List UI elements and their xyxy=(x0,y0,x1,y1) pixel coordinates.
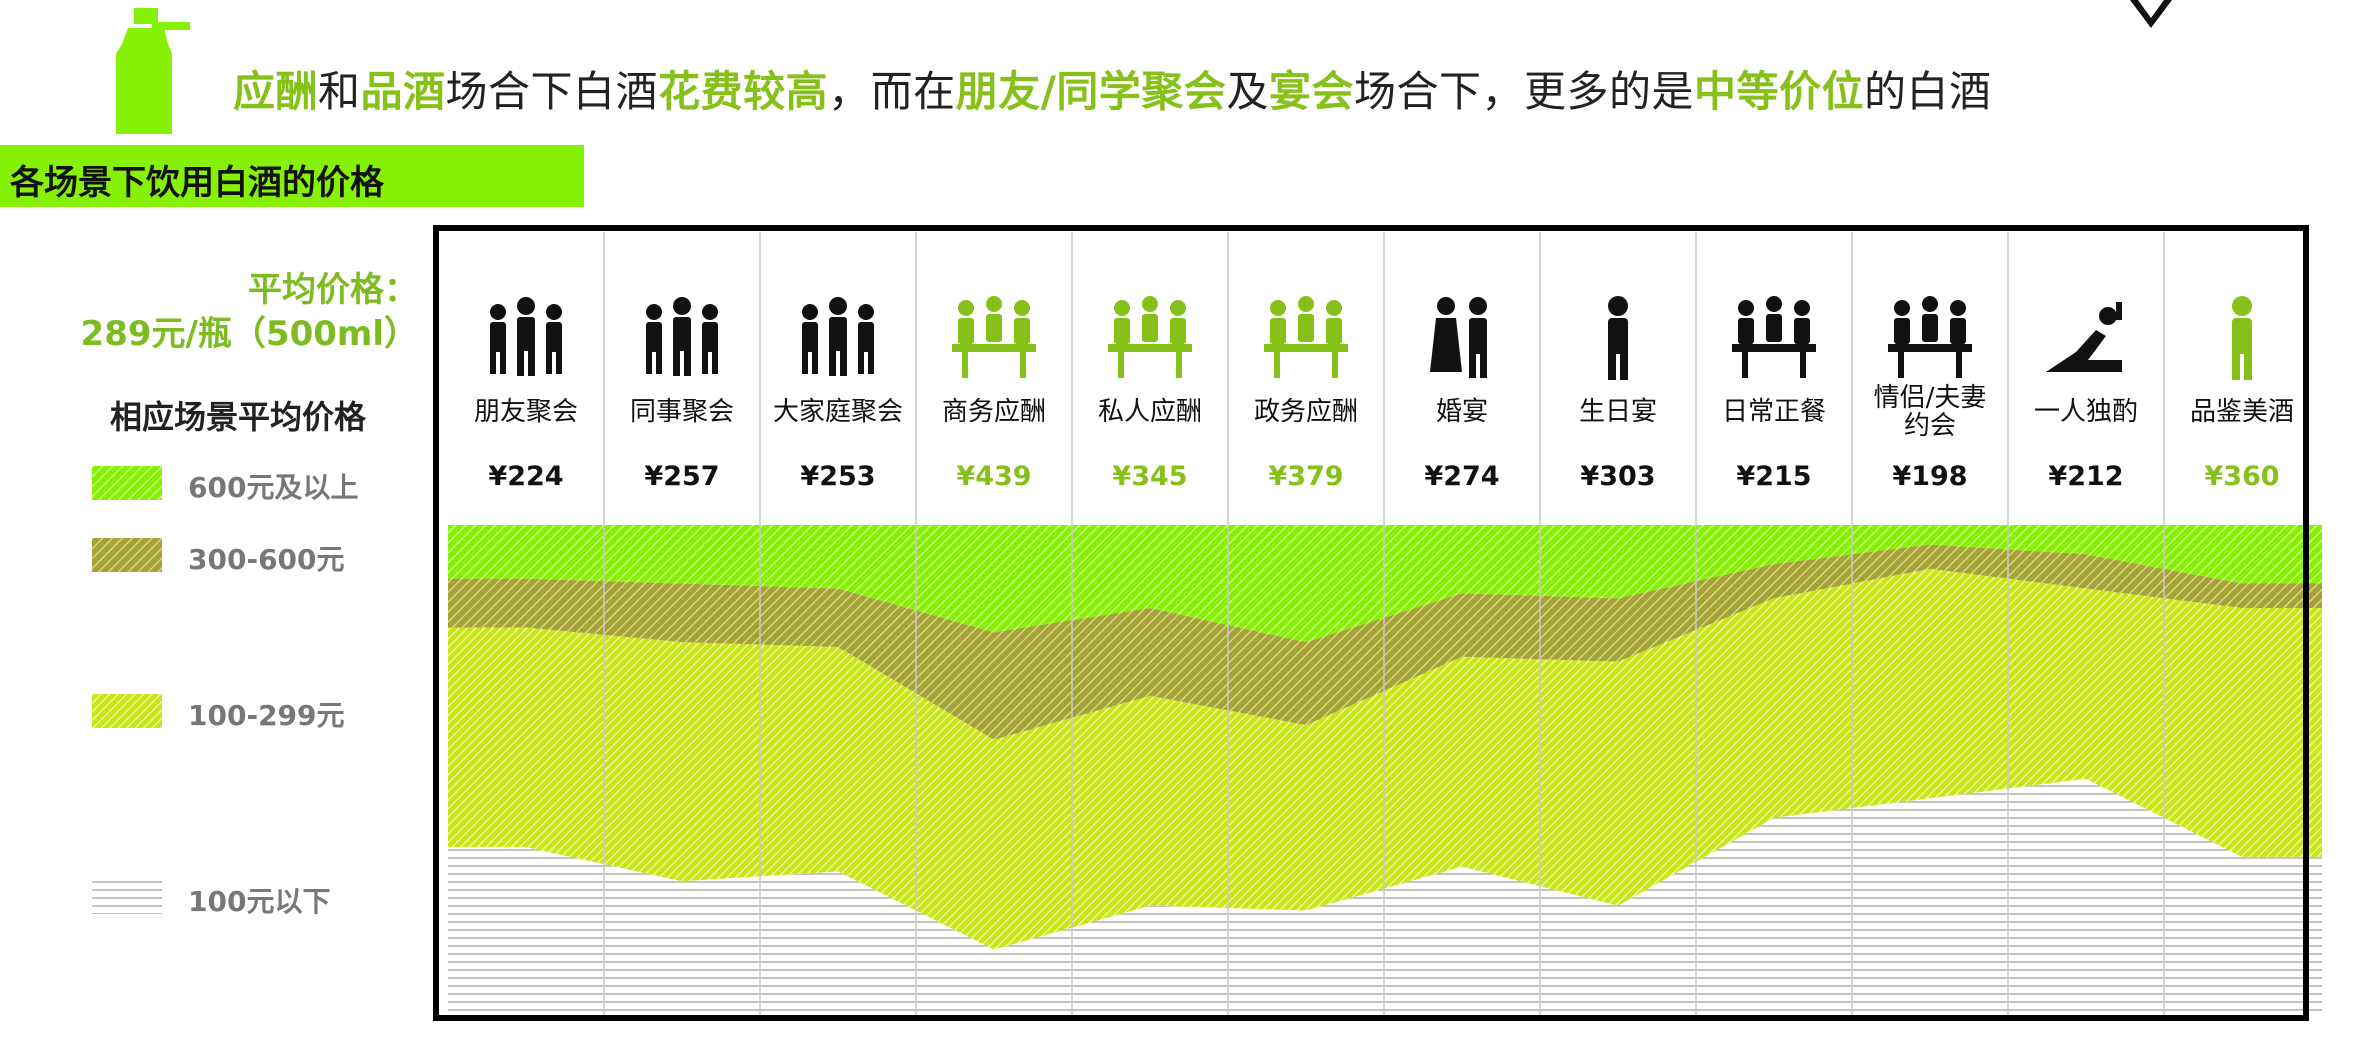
chart-frame xyxy=(433,225,2309,1021)
birthday-icon xyxy=(1568,286,1668,386)
category-price: ¥253 xyxy=(800,461,876,492)
category-price: ¥257 xyxy=(644,461,720,492)
solo-drink-icon xyxy=(2036,286,2136,386)
category-price: ¥274 xyxy=(1424,461,1500,492)
chevron-down-icon xyxy=(2130,0,2172,28)
government-dinner-icon xyxy=(1256,286,1356,386)
colleagues-icon xyxy=(632,286,732,386)
olive-hatch-icon xyxy=(92,538,162,572)
bright-green-hatch-icon xyxy=(92,466,162,500)
category-price: ¥360 xyxy=(2204,461,2280,492)
daily-meal-icon xyxy=(1724,286,1824,386)
category-label: 品鉴美酒 xyxy=(2189,397,2294,427)
category-label: 情侣/夫妻约会 xyxy=(1873,383,1987,441)
headline: 应酬和品酒场合下白酒花费较高，而在朋友/同学聚会及宴会场合下，更多的是中等价位的… xyxy=(233,67,1992,116)
category-price: ¥345 xyxy=(1112,461,1188,492)
category-label: 私人应酬 xyxy=(1097,397,1202,427)
category-price: ¥215 xyxy=(1736,461,1812,492)
private-dinner-icon xyxy=(1100,286,1200,386)
category-price: ¥212 xyxy=(2048,461,2124,492)
business-dinner-icon xyxy=(944,286,1044,386)
category-price: ¥439 xyxy=(956,461,1032,492)
yellow-green-hatch-icon xyxy=(92,694,162,728)
category-price: ¥224 xyxy=(488,461,564,492)
category-label: 日常正餐 xyxy=(1721,397,1826,427)
legend-title: 相应场景平均价格 xyxy=(110,398,367,436)
category-label: 大家庭聚会 xyxy=(772,397,903,427)
category-price: ¥303 xyxy=(1580,461,1656,492)
category-label: 生日宴 xyxy=(1578,397,1657,427)
category-label: 朋友聚会 xyxy=(473,397,578,427)
category-label: 政务应酬 xyxy=(1253,397,1358,427)
family-icon xyxy=(788,286,888,386)
grey-lines-icon xyxy=(92,880,162,914)
category-label: 婚宴 xyxy=(1435,397,1488,427)
average-price-label: 平均价格： xyxy=(248,270,418,310)
section-header-bar xyxy=(0,145,584,207)
friends-party-icon xyxy=(476,286,576,386)
category-price: ¥379 xyxy=(1268,461,1344,492)
wedding-icon xyxy=(1412,286,1512,386)
average-price-value: 289元/瓶（500ml） xyxy=(80,314,418,354)
tasting-icon xyxy=(2192,286,2292,386)
category-label: 商务应酬 xyxy=(941,397,1046,427)
category-label: 同事聚会 xyxy=(629,397,734,427)
bottle-icon xyxy=(116,8,190,134)
couple-date-icon xyxy=(1880,286,1980,386)
section-title: 各场景下饮用白酒的价格 xyxy=(10,163,384,203)
category-price: ¥198 xyxy=(1892,461,1968,492)
category-label: 一人独酌 xyxy=(2033,397,2138,427)
